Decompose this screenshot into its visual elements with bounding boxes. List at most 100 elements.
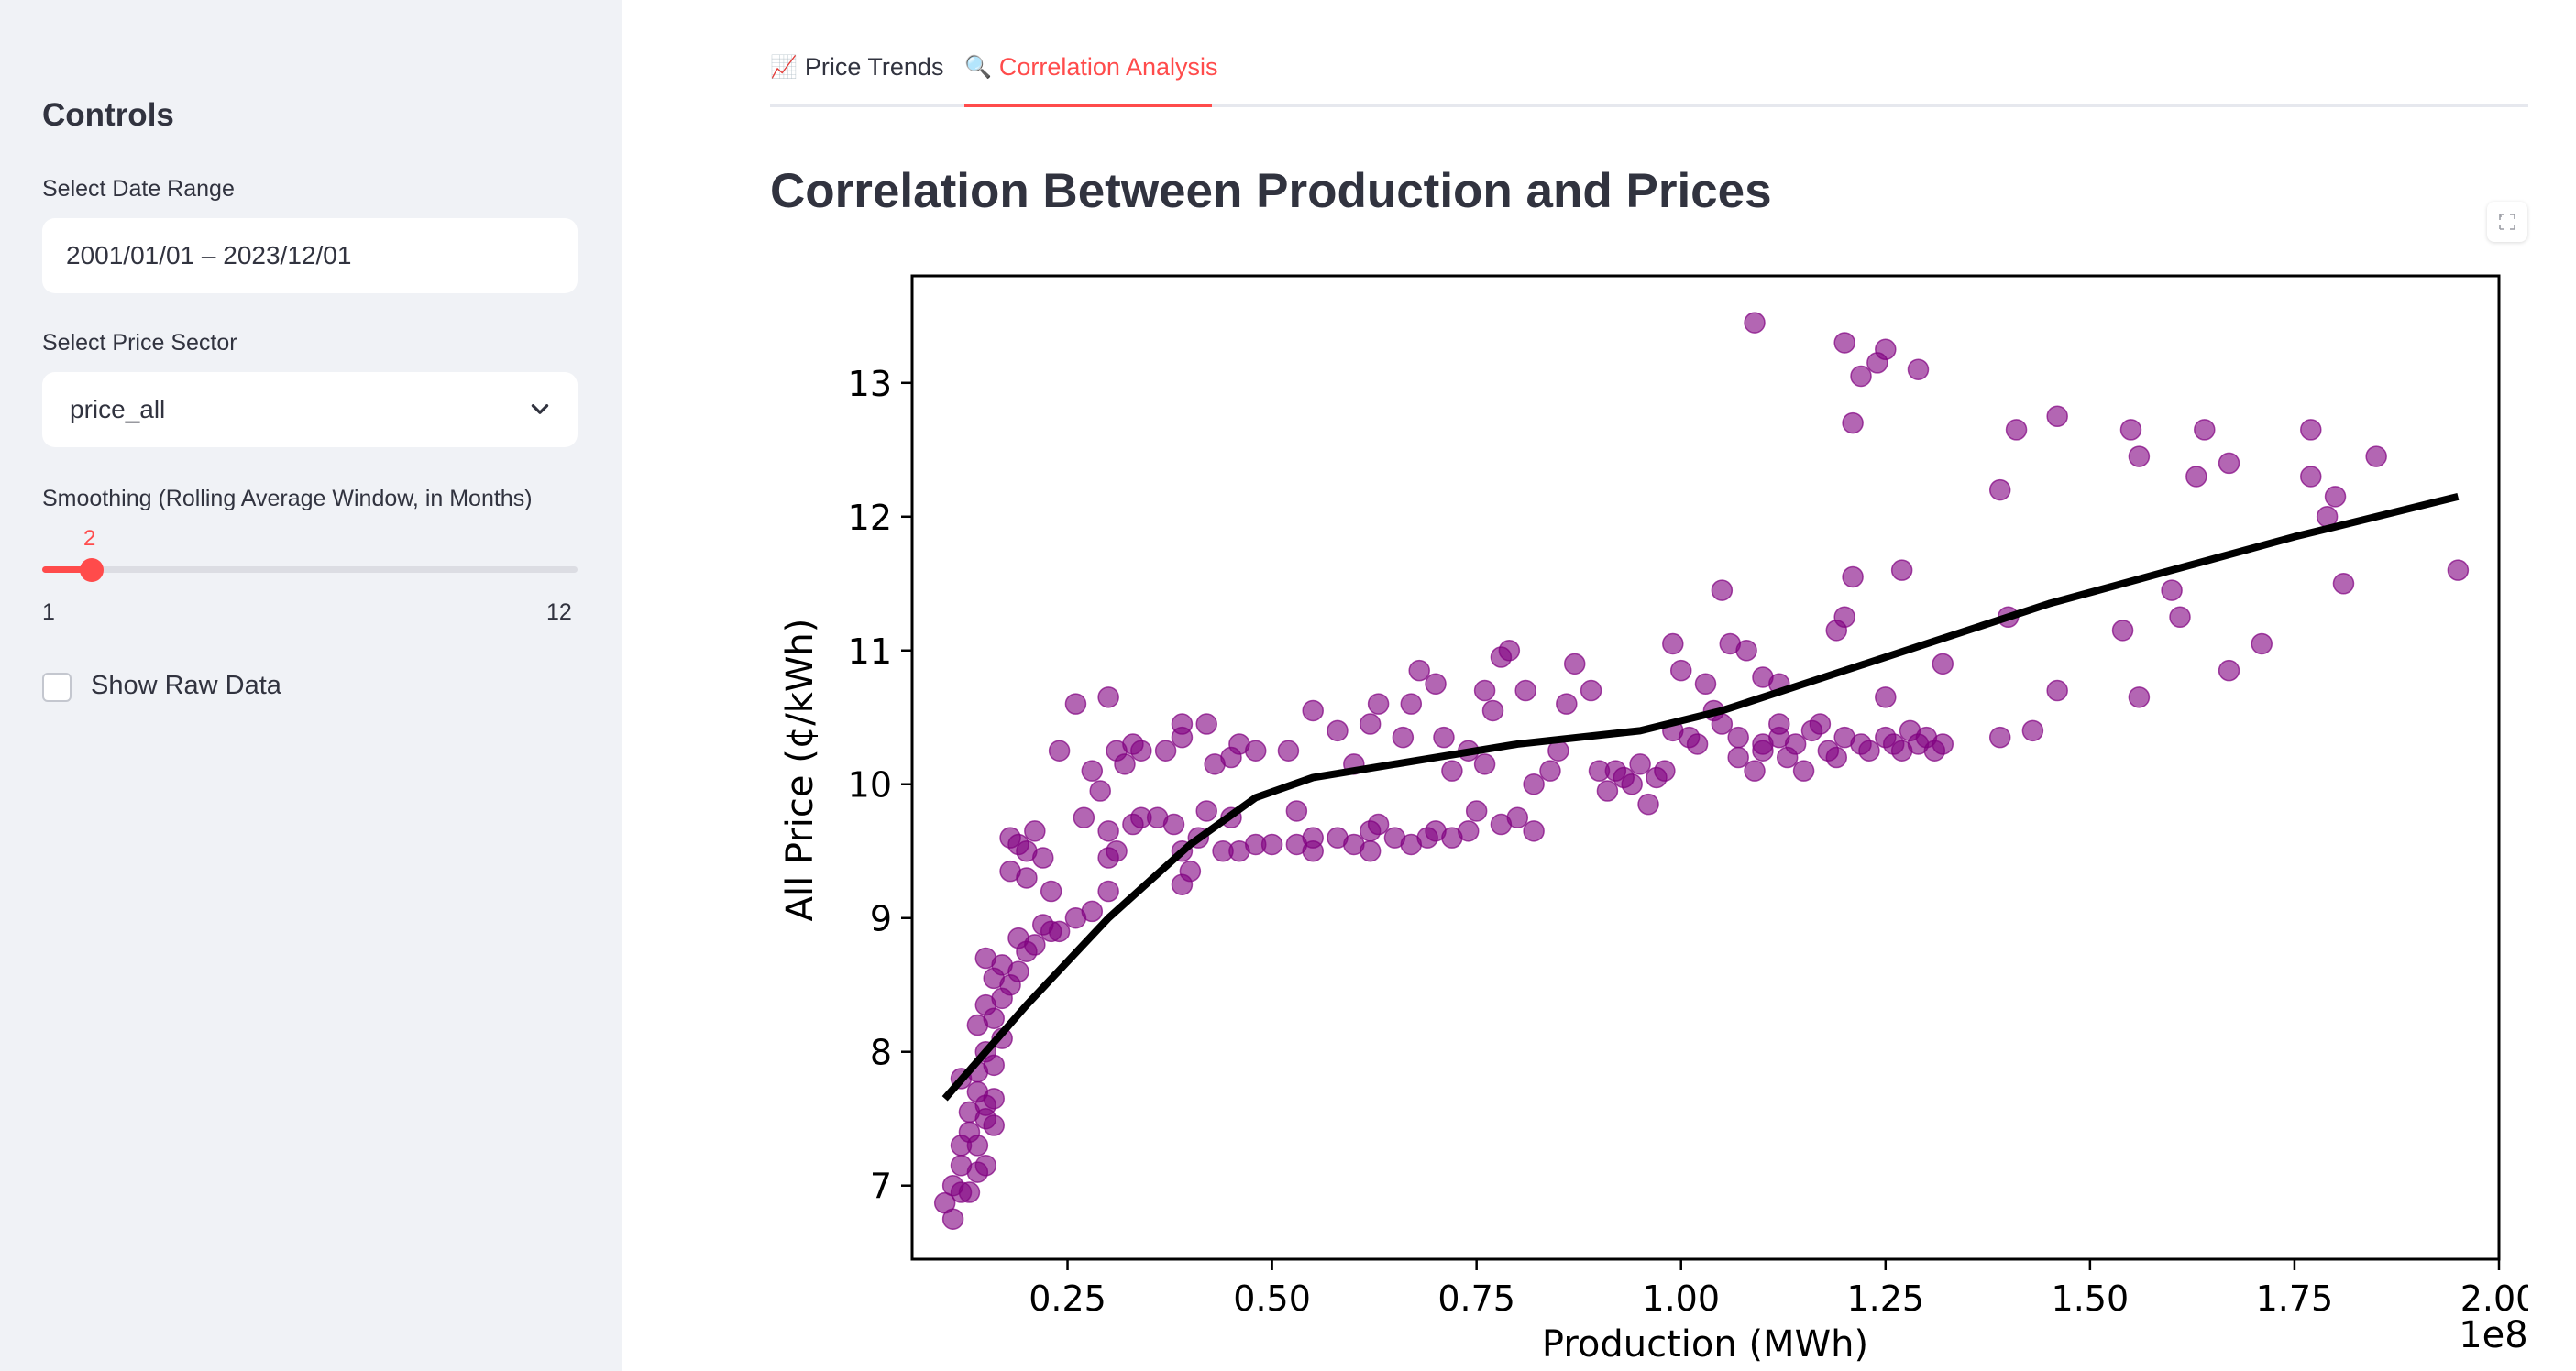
data-point: [1563, 653, 1586, 675]
y-tick-label: 7: [870, 1167, 892, 1207]
data-point: [1106, 839, 1128, 862]
data-point: [983, 1114, 1005, 1136]
x-axis-offset-label: 1e8: [2459, 1314, 2528, 1356]
data-point: [1752, 740, 1774, 762]
x-tick-label: 1.00: [1642, 1278, 1720, 1319]
data-point: [1875, 686, 1897, 708]
data-point: [1858, 740, 1880, 762]
smoothing-slider-max: 12: [546, 599, 572, 625]
fullscreen-button[interactable]: [2487, 202, 2527, 242]
plot-frame: [910, 274, 2501, 1261]
data-point: [1654, 760, 1676, 782]
smoothing-slider-min: 1: [42, 599, 55, 625]
smoothing-label: Smoothing (Rolling Average Window, in Mo…: [42, 486, 533, 511]
data-point: [1932, 653, 1954, 675]
date-range-input[interactable]: 2001/01/01 – 2023/12/01: [42, 218, 578, 293]
data-point: [1007, 833, 1029, 856]
data-point: [2119, 419, 2142, 441]
price-sector-label: Select Price Sector: [42, 330, 237, 356]
data-point: [1523, 820, 1545, 842]
data-point: [1457, 820, 1480, 842]
data-point: [1081, 900, 1104, 923]
data-point: [1473, 753, 1496, 775]
show-raw-data-checkbox[interactable]: [42, 673, 72, 702]
data-point: [1064, 693, 1087, 715]
data-point: [1465, 800, 1488, 822]
y-tick-label: 9: [870, 899, 892, 939]
data-point: [1711, 713, 1734, 735]
data-point: [1048, 920, 1071, 943]
data-point: [1367, 813, 1390, 836]
date-range-value: 2001/01/01 – 2023/12/01: [66, 241, 352, 269]
data-point: [1514, 679, 1536, 702]
data-point: [1359, 839, 1382, 862]
show-raw-data-label[interactable]: Show Raw Data: [91, 671, 281, 700]
data-point: [991, 954, 1013, 976]
data-point: [1097, 820, 1119, 842]
data-point: [1842, 411, 1864, 434]
data-point: [974, 1155, 997, 1177]
data-point: [2128, 686, 2151, 708]
data-point: [1784, 733, 1807, 755]
data-point: [1097, 686, 1119, 708]
data-point: [1400, 693, 1423, 715]
tab-price-trends[interactable]: 📈 Price Trends: [770, 53, 943, 82]
data-point: [1073, 806, 1095, 828]
data-point: [1089, 780, 1111, 802]
y-tick-label: 13: [848, 364, 892, 404]
chevron-down-icon: [531, 404, 549, 414]
price-sector-select[interactable]: price_all: [42, 372, 578, 447]
data-point: [958, 1181, 981, 1203]
page-title: Correlation Between Production and Price…: [770, 164, 1772, 218]
x-tick-label: 1.25: [1846, 1278, 1924, 1319]
data-point: [1425, 673, 1447, 696]
data-point: [1662, 632, 1684, 655]
data-point: [2046, 405, 2068, 428]
data-point: [1669, 659, 1692, 682]
data-point: [2111, 620, 2134, 642]
y-tick-label: 8: [870, 1033, 892, 1073]
data-point: [1744, 312, 1766, 334]
data-point: [1792, 760, 1815, 782]
data-point: [1686, 733, 1709, 755]
data-point: [2046, 679, 2068, 702]
smoothing-slider-thumb[interactable]: [80, 558, 104, 582]
x-tick-label: 0.50: [1233, 1278, 1311, 1319]
x-tick-label: 1.75: [2256, 1278, 2334, 1319]
data-point: [1408, 659, 1430, 682]
data-point: [1122, 733, 1144, 755]
data-point: [1277, 740, 1300, 762]
data-point: [1032, 847, 1054, 869]
y-axis-label: All Price (¢/kWh): [779, 619, 821, 922]
tabs-divider: [770, 104, 2528, 107]
data-point: [1907, 358, 1930, 380]
data-point: [1850, 365, 1872, 388]
data-point: [1359, 713, 1382, 735]
x-tick-label: 0.25: [1029, 1278, 1106, 1319]
fullscreen-icon: [2499, 214, 2515, 230]
data-point: [1711, 579, 1734, 601]
data-point: [2365, 445, 2387, 467]
smoothing-slider-track[interactable]: [42, 566, 578, 573]
data-point: [1441, 760, 1463, 782]
magnifier-icon: 🔍: [964, 55, 992, 80]
chart-increasing-icon: 📈: [770, 55, 798, 80]
tab-correlation-analysis[interactable]: 🔍 Correlation Analysis: [964, 53, 1218, 82]
data-point: [2185, 466, 2207, 488]
x-axis-label: Production (MWh): [1542, 1323, 1868, 1366]
data-point: [1195, 713, 1217, 735]
data-point: [1637, 793, 1659, 816]
data-point: [1024, 820, 1046, 842]
data-point: [958, 1121, 981, 1144]
smoothing-slider-fill: [42, 566, 92, 573]
data-point: [1481, 699, 1504, 722]
data-point: [1040, 880, 1062, 903]
data-point: [1988, 726, 2011, 749]
x-tick-label: 2.00: [2460, 1278, 2528, 1319]
data-point: [2128, 445, 2151, 467]
sidebar-title: Controls: [42, 97, 174, 133]
data-point: [1302, 827, 1324, 849]
y-tick-label: 11: [848, 631, 892, 672]
sidebar: Controls Select Date Range 2001/01/01 – …: [0, 0, 622, 1371]
data-point: [1988, 478, 2011, 501]
